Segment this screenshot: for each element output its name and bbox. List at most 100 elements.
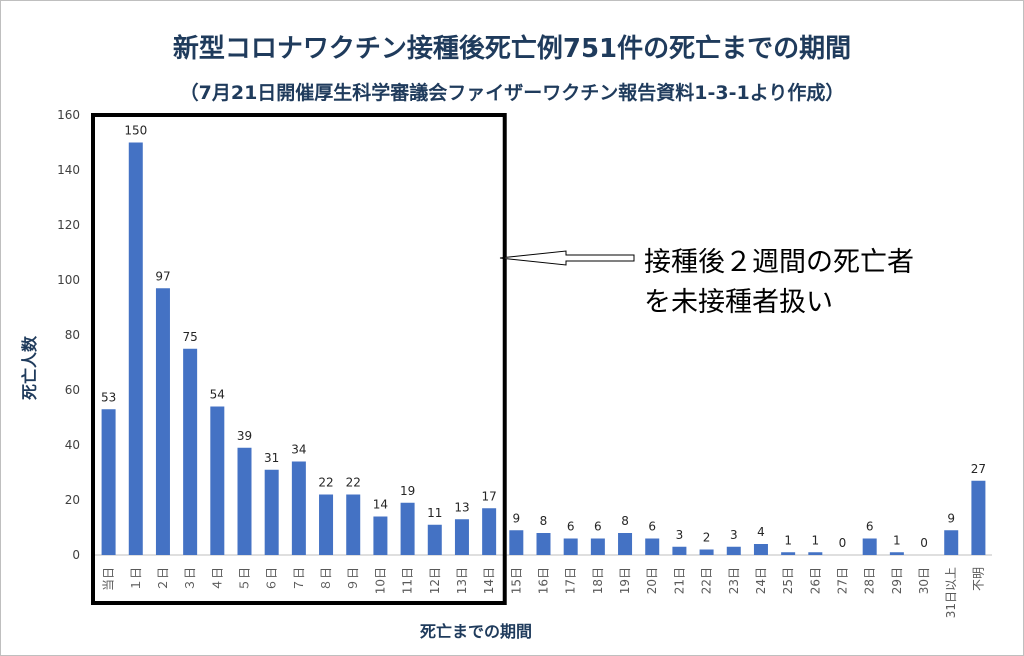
- data-label: 75: [182, 330, 197, 344]
- data-label: 6: [567, 520, 575, 534]
- bar: [101, 409, 116, 555]
- bar: [264, 469, 279, 555]
- data-label: 2: [703, 531, 711, 545]
- data-label: 19: [400, 484, 415, 498]
- x-tick-label: 29日: [890, 567, 904, 594]
- x-tick-label: 11日: [401, 567, 415, 594]
- data-label: 97: [155, 269, 170, 283]
- x-tick-label: 不明: [971, 567, 985, 591]
- x-tick-label: ６日: [265, 567, 279, 591]
- x-tick-label: ８日: [319, 567, 333, 591]
- y-tick-label: 140: [57, 163, 80, 177]
- x-tick-label: １日: [129, 567, 143, 591]
- data-label: 3: [730, 528, 738, 542]
- x-tick-label: 12日: [428, 567, 442, 594]
- data-label: 13: [454, 500, 469, 514]
- x-tick-label: ２日: [156, 567, 170, 591]
- bar: [618, 533, 633, 555]
- y-tick-label: 120: [57, 218, 80, 232]
- bar: [536, 533, 551, 555]
- bar: [237, 447, 252, 555]
- x-tick-label: 22日: [700, 567, 714, 594]
- x-tick-label: 26日: [808, 567, 822, 594]
- x-tick-label: 19日: [618, 567, 632, 594]
- x-tick-label: 31日以上: [944, 567, 958, 618]
- bar: [155, 288, 170, 555]
- x-tick-label: ３日: [183, 567, 197, 591]
- y-tick-label: 60: [65, 383, 80, 397]
- chart-title: 新型コロナワクチン接種後死亡例751件の死亡までの期間: [172, 34, 852, 64]
- bar: [645, 538, 660, 555]
- annotation-arrow: [499, 250, 635, 266]
- x-tick-label: 28日: [863, 567, 877, 594]
- x-axis-label: 死亡までの期間: [420, 622, 533, 641]
- data-label: 6: [594, 520, 602, 534]
- bar: [971, 480, 986, 555]
- data-label: 6: [648, 520, 656, 534]
- data-label: 3: [676, 528, 684, 542]
- bar: [944, 530, 959, 555]
- x-tick-label: 17日: [564, 567, 578, 594]
- data-label: 34: [291, 443, 306, 457]
- x-tick-label: 30日: [917, 567, 931, 594]
- x-tick-label: 当日: [102, 567, 116, 591]
- data-label: 1: [811, 533, 819, 547]
- bar: [319, 494, 334, 555]
- bar: [427, 524, 442, 555]
- x-tick-label: ５日: [238, 567, 252, 591]
- data-label: 54: [210, 388, 225, 402]
- x-tick-label: 27日: [836, 567, 850, 594]
- bar: [509, 530, 524, 555]
- bar: [128, 142, 143, 555]
- annotation-line-1: 接種後２週間の死亡者: [644, 247, 914, 278]
- data-label: 22: [318, 476, 333, 490]
- data-label: 53: [101, 390, 116, 404]
- x-tick-label: 16日: [537, 567, 551, 594]
- bar: [726, 546, 741, 555]
- data-label: 27: [971, 462, 986, 476]
- bar: [699, 549, 714, 555]
- bar: [183, 348, 198, 555]
- bar: [482, 508, 497, 555]
- chart-subtitle: （7月21日開催厚生科学審議会ファイザーワクチン報告資料1-3-1より作成）: [179, 82, 845, 104]
- x-tick-label: 21日: [672, 567, 686, 594]
- data-label: 4: [757, 525, 765, 539]
- data-label: 14: [373, 498, 388, 512]
- y-tick-label: 0: [72, 548, 80, 562]
- y-tick-label: 160: [57, 108, 80, 122]
- bar: [672, 546, 687, 555]
- y-tick-label: 80: [65, 328, 80, 342]
- data-label: 17: [481, 489, 496, 503]
- bar: [563, 538, 578, 555]
- data-label: 9: [947, 511, 955, 525]
- bar: [291, 461, 306, 555]
- data-label: 31: [264, 451, 279, 465]
- y-tick-label: 20: [65, 493, 80, 507]
- bar: [862, 538, 877, 555]
- bar: [889, 552, 904, 555]
- x-tick-label: 20日: [645, 567, 659, 594]
- bar: [808, 552, 823, 555]
- x-tick-label: 14日: [482, 567, 496, 594]
- bar: [590, 538, 605, 555]
- bar: [781, 552, 796, 555]
- bar: [454, 519, 469, 555]
- data-label: 39: [237, 429, 252, 443]
- data-label: 9: [512, 511, 520, 525]
- annotation-line-2: を未接種者扱い: [644, 287, 833, 318]
- x-tick-label: 18日: [591, 567, 605, 594]
- data-label: 11: [427, 506, 442, 520]
- data-label: 0: [839, 536, 847, 550]
- data-label: 0: [920, 536, 928, 550]
- x-tick-label: ９日: [346, 567, 360, 591]
- bar: [400, 502, 415, 555]
- data-label: 1: [893, 533, 901, 547]
- data-label: 8: [540, 514, 548, 528]
- x-tick-label: ７日: [292, 567, 306, 591]
- annotation-text: 接種後２週間の死亡者 を未接種者扱い: [644, 243, 914, 323]
- data-label: 8: [621, 514, 629, 528]
- bar: [346, 494, 361, 555]
- bar: [210, 406, 225, 555]
- data-label: 150: [124, 124, 147, 138]
